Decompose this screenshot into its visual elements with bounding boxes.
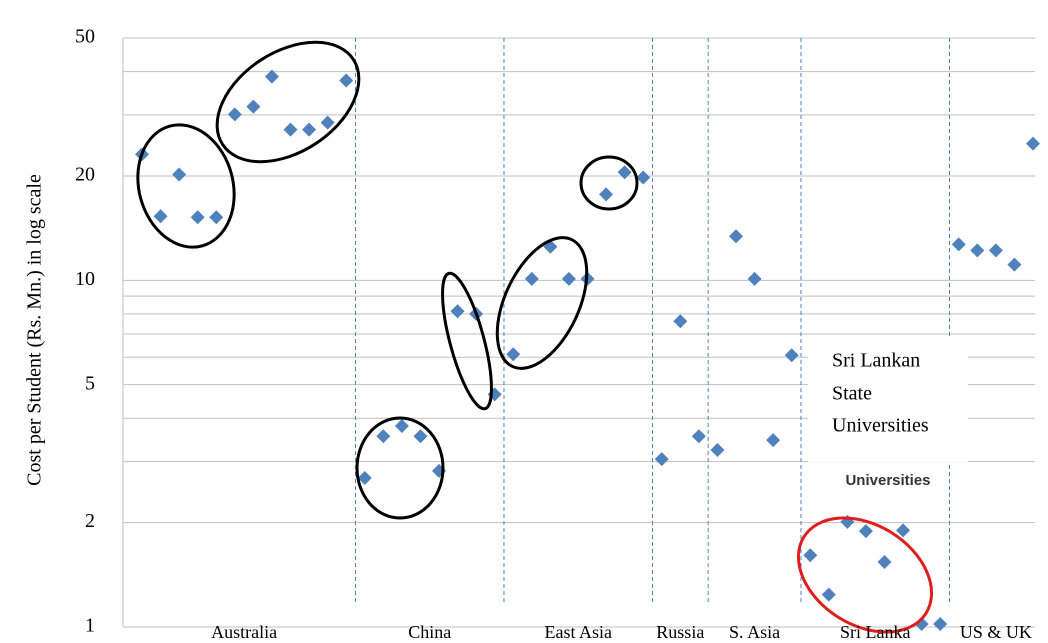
y-tick-label: 1	[85, 615, 95, 637]
point	[450, 304, 465, 319]
y-axis-label: Cost per Student (Rs. Mn.) in log scale	[24, 174, 46, 486]
point	[302, 122, 317, 137]
ellipse	[441, 271, 493, 411]
point	[636, 170, 651, 185]
ellipse	[215, 40, 361, 164]
point	[190, 210, 205, 225]
point	[599, 187, 614, 202]
point	[784, 348, 799, 363]
point	[617, 165, 632, 180]
annotation-box	[808, 338, 968, 462]
group-ellipses	[136, 40, 934, 634]
y-tick-label: 10	[75, 268, 95, 290]
point	[970, 243, 985, 258]
point	[172, 167, 187, 182]
x-tick-label: China	[408, 622, 451, 642]
point	[747, 271, 762, 286]
x-tick-label: Australia	[211, 622, 277, 642]
point	[858, 524, 873, 539]
grid	[122, 37, 1035, 628]
point	[691, 429, 706, 444]
annotation: Universities	[832, 415, 929, 437]
point	[988, 243, 1003, 258]
ellipse	[579, 155, 639, 211]
point	[673, 314, 688, 329]
point	[729, 229, 743, 244]
point	[561, 271, 576, 286]
annotation: Universities	[845, 472, 930, 489]
point	[821, 587, 836, 602]
x-tick-label: Russia	[656, 622, 704, 642]
point	[339, 73, 354, 88]
y-tick-label: 2	[85, 510, 95, 532]
y-tick-label: 50	[75, 26, 95, 48]
ellipse	[796, 516, 934, 634]
x-tick-label: S. Asia	[729, 622, 780, 642]
group-separators	[354, 38, 950, 605]
annotation: Sri Lankan	[832, 350, 920, 372]
ellipse	[355, 416, 445, 520]
point	[933, 617, 948, 632]
point	[209, 210, 224, 225]
point	[766, 433, 781, 448]
point	[951, 237, 966, 252]
point	[524, 271, 539, 286]
point	[506, 347, 521, 362]
points	[135, 69, 1040, 632]
point	[320, 115, 335, 130]
point	[654, 452, 669, 467]
point	[803, 548, 818, 563]
point	[264, 69, 279, 84]
point	[153, 209, 168, 224]
x-tick-label: US & UK	[960, 622, 1032, 642]
y-tick-label: 20	[75, 164, 95, 186]
x-tick-label: Sri Lanka	[840, 622, 910, 642]
point	[246, 99, 261, 114]
point	[896, 523, 911, 538]
point	[227, 107, 242, 122]
y-tick-label: 5	[85, 372, 95, 394]
point	[394, 419, 409, 434]
point	[357, 471, 372, 486]
point	[283, 122, 298, 137]
ellipse	[495, 236, 589, 370]
x-tick-label: East Asia	[544, 622, 612, 642]
point	[413, 429, 428, 444]
ellipse	[136, 123, 236, 249]
annotation: State	[832, 383, 872, 405]
point	[376, 429, 391, 444]
point	[710, 443, 725, 458]
point	[877, 554, 892, 569]
point	[1007, 257, 1022, 272]
point	[1026, 136, 1040, 151]
